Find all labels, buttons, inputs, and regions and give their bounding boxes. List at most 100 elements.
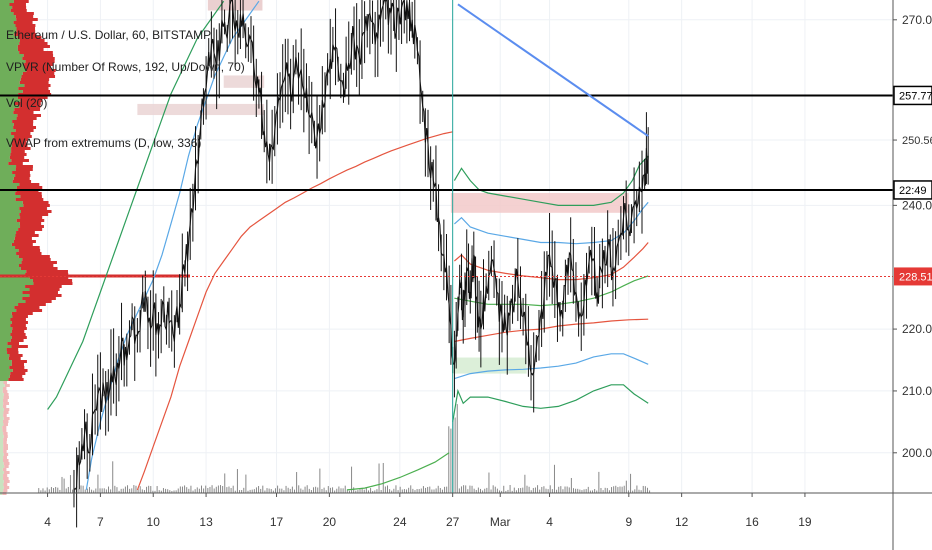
vpvr-down-bar [15, 174, 31, 177]
vpvr-up-bar [0, 195, 21, 198]
x-tick-label: 27 [446, 515, 460, 529]
vpvr-up-bar [0, 72, 23, 75]
vpvr-down-bar [16, 30, 36, 33]
vwap-bands [47, 0, 649, 491]
vpvr-down-bar [20, 195, 42, 198]
vpvr-down-bar [15, 198, 44, 201]
vpvr-up-bar [0, 441, 4, 444]
vpvr-down-bar [16, 186, 43, 189]
vpvr-up-bar [0, 444, 4, 447]
legend-vwap[interactable]: VWAP from extremums (D, low, 336) [6, 136, 201, 150]
vpvr-up-bar [0, 321, 12, 324]
vpvr-up-bar [0, 99, 21, 102]
vpvr-down-bar [7, 342, 19, 345]
vpvr-down-bar [16, 309, 43, 312]
vpvr-up-bar [0, 468, 3, 471]
vpvr-up-bar [0, 36, 18, 39]
price-tag-bg [894, 267, 932, 286]
vpvr-down-bar [11, 144, 28, 147]
vpvr-up-bar [0, 159, 12, 162]
trendline[interactable] [457, 3, 649, 137]
vpvr-down-bar [29, 294, 62, 297]
price-label-242[interactable]: 22:49 [893, 180, 932, 200]
vpvr-down-bar [13, 111, 34, 114]
x-tick-label: 9 [625, 515, 632, 529]
vpvr-up-bar [0, 456, 4, 459]
vpvr-up-bar [0, 354, 10, 357]
vpvr-down-bar [3, 411, 9, 414]
vpvr-up-bar [0, 462, 4, 465]
vpvr-up-bar [0, 339, 11, 342]
vpvr-up-bar [0, 147, 12, 150]
vpvr-up-bar [0, 117, 17, 120]
x-tick-label: 20 [323, 515, 337, 529]
y-tick-label: 220.00 [902, 322, 932, 336]
vpvr-up-bar [0, 432, 4, 435]
x-tick-label: 24 [393, 515, 407, 529]
vpvr-down-bar [19, 207, 47, 210]
vpvr-down-bar [21, 75, 56, 78]
vpvr-down-bar [26, 270, 68, 273]
vpvr-up-bar [0, 120, 13, 123]
vpvr-up-bar [0, 30, 17, 33]
vpvr-up-bar [0, 96, 18, 99]
vpvr-up-bar [0, 243, 12, 246]
vpvr-down-bar [12, 327, 27, 330]
vpvr-down-bar [18, 255, 50, 258]
vpvr-down-bar [15, 246, 40, 249]
vpvr-down-bar [24, 66, 51, 69]
vpvr-up-bar [0, 348, 7, 351]
vpvr-down-bar [19, 222, 42, 225]
vpvr-down-bar [12, 141, 27, 144]
vpvr-down-bar [19, 105, 41, 108]
vpvr-up-bar [0, 186, 17, 189]
vpvr-down-bar [3, 471, 10, 474]
vpvr-up-bar [0, 477, 4, 480]
vpvr-down-bar [11, 147, 31, 150]
vpvr-up-bar [0, 69, 27, 72]
vpvr-down-bar [11, 336, 27, 339]
vpvr-down-bar [3, 441, 7, 444]
legend-volume[interactable]: Vol (20) [6, 96, 47, 110]
vpvr-down-bar [2, 390, 8, 393]
vpvr-down-bar [22, 201, 49, 204]
vpvr-up-bar [0, 471, 4, 474]
x-tick-label: 16 [745, 515, 759, 529]
vpvr-up-bar [0, 324, 11, 327]
vpvr-up-bar [0, 138, 13, 141]
vpvr-up-bar [0, 309, 17, 312]
vpvr-up-bar [0, 0, 14, 3]
vpvr-down-bar [3, 489, 8, 492]
vpvr-down-bar [22, 297, 56, 300]
vpvr-up-bar [0, 390, 3, 393]
vpvr-down-bar [2, 426, 7, 429]
vpvr-up-bar [0, 453, 4, 456]
vpvr-up-bar [0, 210, 21, 213]
vpvr-up-bar [0, 327, 13, 330]
vpvr-up-bar [0, 303, 19, 306]
legend-symbol[interactable]: Ethereum / U.S. Dollar, 60, BITSTAMP [6, 28, 211, 42]
vpvr-down-bar [3, 477, 9, 480]
vpvr-up-bar [0, 312, 12, 315]
price-label-257[interactable]: 257.77 [893, 85, 932, 106]
vpvr-down-bar [3, 414, 7, 417]
price-label-250[interactable]: 250.56 [902, 135, 932, 147]
vpvr-up-bar [0, 75, 22, 78]
vpvr-up-bar [0, 48, 18, 51]
vpvr-down-bar [9, 156, 25, 159]
vpvr-up-bar [0, 213, 20, 216]
vpvr-down-bar [9, 354, 23, 357]
vpvr-up-bar [0, 396, 4, 399]
vpvr-down-bar [14, 102, 41, 105]
vpvr-up-bar [0, 168, 16, 171]
legend-vpvr[interactable]: VPVR (Number Of Rows, 192, Up/Down, 70) [6, 60, 245, 74]
vpvr-up-bar [0, 66, 25, 69]
vpvr-up-bar [0, 114, 18, 117]
vpvr-down-bar [16, 252, 42, 255]
vpvr-down-bar [13, 123, 34, 126]
vpvr-up-bar [0, 342, 8, 345]
vpvr-up-bar [0, 282, 34, 285]
price-label-current[interactable]: 228.51 [894, 267, 932, 286]
